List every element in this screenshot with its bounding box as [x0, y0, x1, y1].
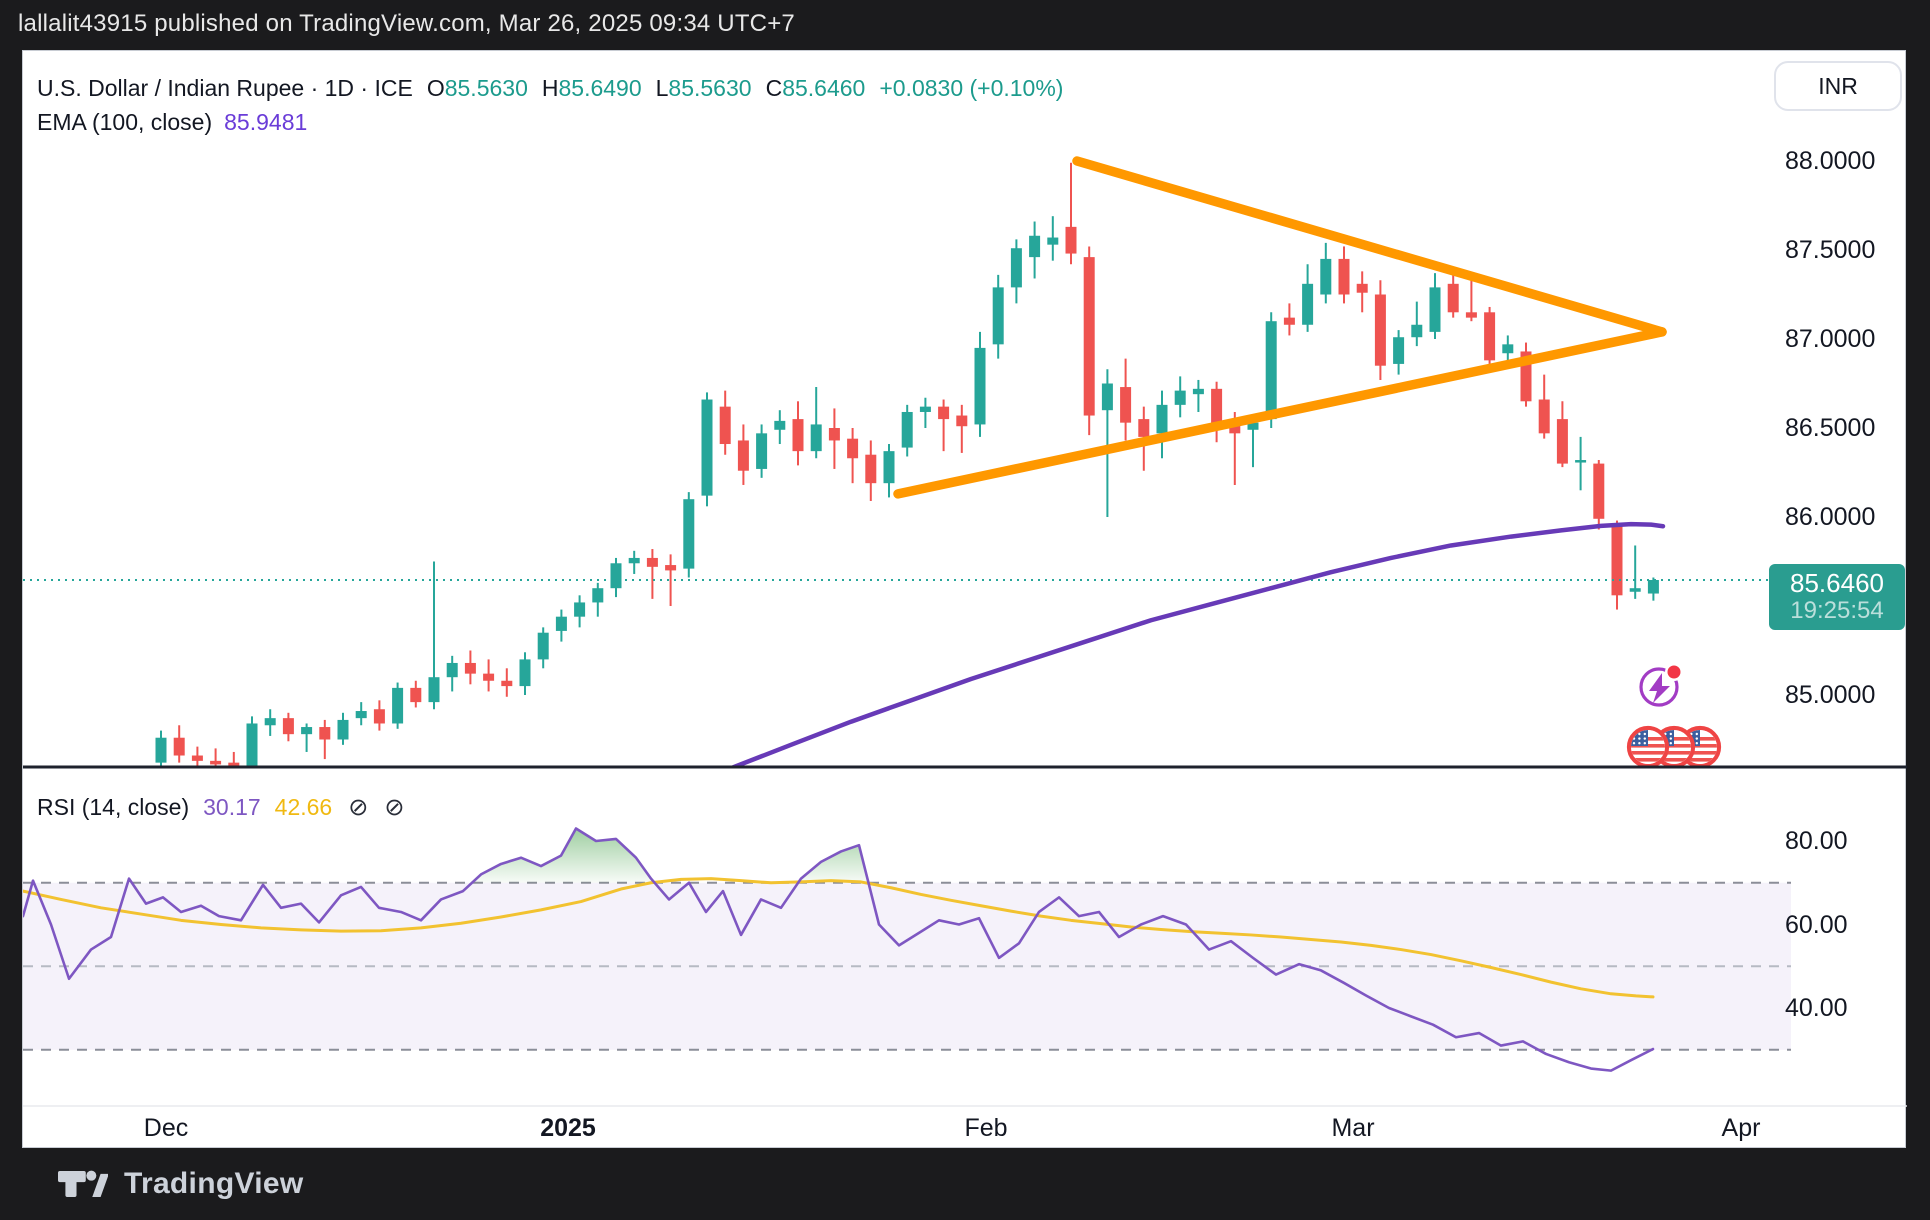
pattern-upper-trendline[interactable]: [1072, 156, 1667, 337]
low-value: 85.5630: [668, 75, 752, 101]
price-pane[interactable]: [23, 156, 1791, 780]
low-label: L: [655, 75, 669, 101]
ema-value: 85.9481: [224, 109, 308, 135]
change-value: +0.0830 (+0.10%): [879, 75, 1064, 101]
last-price-badge: 85.6460 19:25:54: [1769, 564, 1905, 630]
chart-canvas[interactable]: [23, 51, 1907, 1149]
empty-set-icon: ⊘: [348, 794, 369, 821]
ema-line: [728, 521, 1666, 767]
rsi-ma-value: 42.66: [274, 794, 333, 820]
symbol-header: U.S. Dollar / Indian Rupee · 1D · ICE O85…: [37, 75, 1063, 102]
ema-legend: EMA (100, close) 85.9481: [37, 109, 307, 136]
rsi-ma-line: [23, 877, 1655, 999]
symbol-title: U.S. Dollar / Indian Rupee · 1D · ICE: [37, 75, 413, 101]
last-price-value: 85.6460: [1790, 568, 1884, 598]
rsi-line: [23, 827, 1655, 1072]
rsi-value: 30.17: [203, 794, 261, 820]
pattern-lower-trendline[interactable]: [893, 327, 1667, 499]
bar-countdown: 19:25:54: [1790, 597, 1884, 625]
open-value: 85.5630: [444, 75, 528, 101]
rsi-overbought-fill: [32, 828, 869, 883]
rsi-legend: RSI (14, close) 30.17 42.66 ⊘ ⊘: [37, 793, 404, 822]
high-label: H: [541, 75, 559, 101]
open-label: O: [426, 75, 445, 101]
close-value: 85.6460: [782, 75, 866, 101]
us-flag-events-icon[interactable]: [1626, 725, 1722, 769]
footer-bar: TradingView: [0, 1148, 1930, 1220]
empty-set-icon: ⊘: [384, 794, 405, 821]
event-icons[interactable]: [1626, 663, 1722, 769]
rsi-pane[interactable]: [23, 827, 1791, 1072]
rsi-label: RSI (14, close): [37, 794, 190, 820]
tradingview-logo-icon[interactable]: [58, 1165, 108, 1203]
attribution-bar: lallalit43915 published on TradingView.c…: [0, 0, 1930, 50]
close-label: C: [765, 75, 783, 101]
currency-toggle-button[interactable]: INR: [1774, 61, 1902, 111]
chart-card: U.S. Dollar / Indian Rupee · 1D · ICE O85…: [22, 50, 1907, 1149]
attribution-text: lallalit43915 published on TradingView.c…: [18, 10, 795, 37]
high-value: 85.6490: [558, 75, 642, 101]
lightning-event-icon[interactable]: [1639, 663, 1683, 707]
footer-brand[interactable]: TradingView: [124, 1167, 304, 1200]
ema-label: EMA (100, close): [37, 109, 213, 135]
